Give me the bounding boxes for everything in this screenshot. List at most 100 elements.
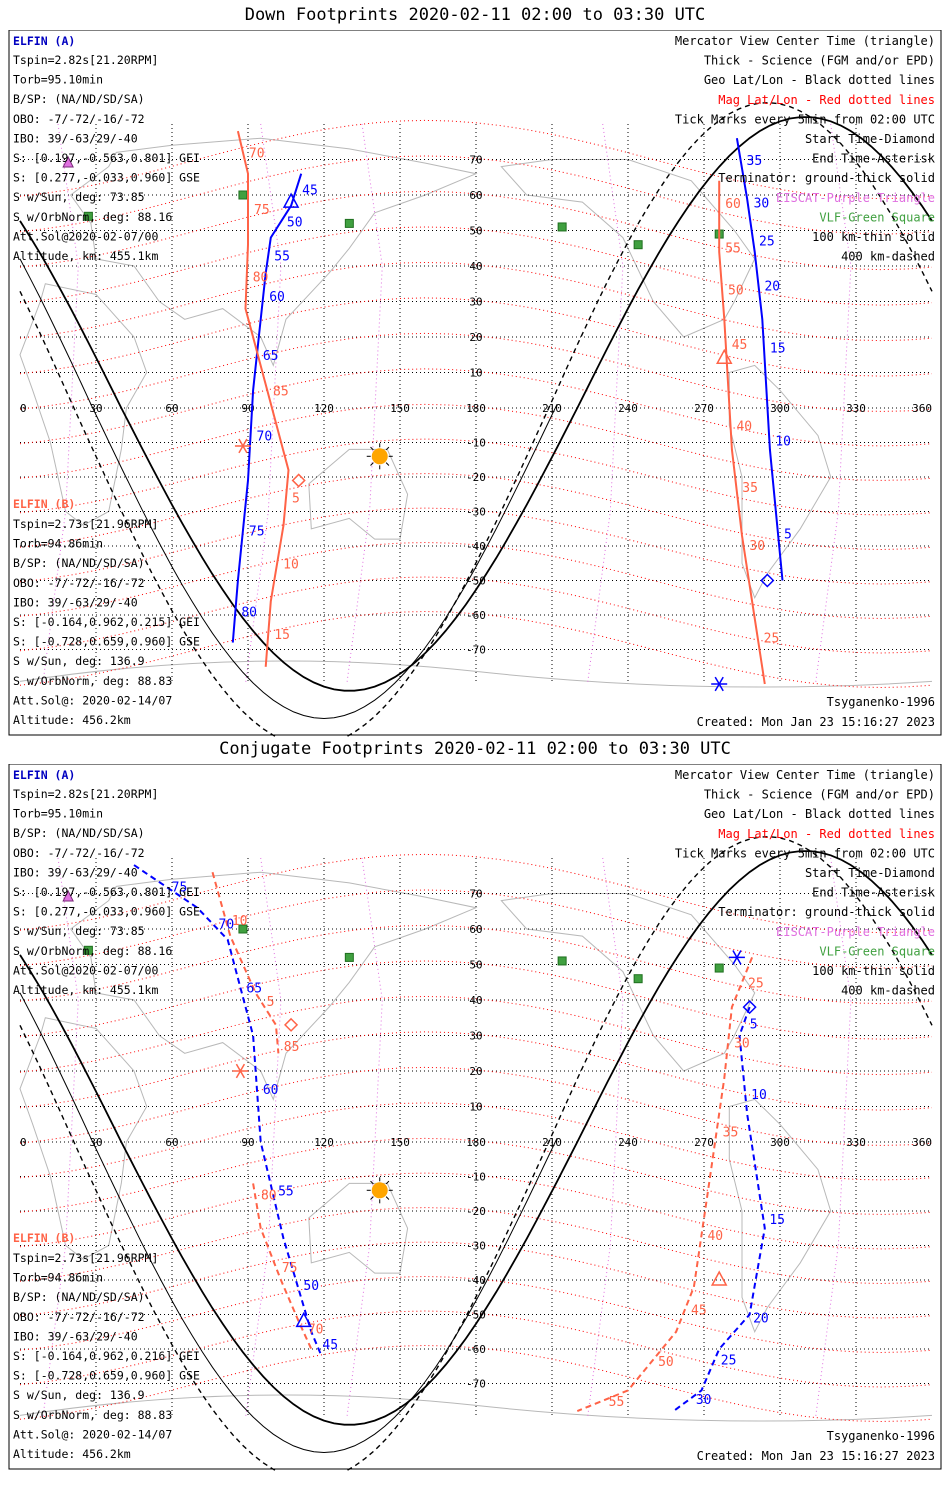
- axis-ticks: 0 30 60 90 120 150 180 210 240 270 300 330 360706050…: [20, 154, 932, 657]
- elfin-b-info-line: Altitude: 456.2km: [13, 1447, 131, 1461]
- lon-tick-label: 0: [20, 1136, 27, 1149]
- elfin-a-info-line: OBO: -7/-72/-16/-72: [13, 112, 145, 126]
- mag-meridian: [587, 123, 624, 685]
- lat-tick-label: 30: [469, 1030, 482, 1043]
- terminators: [19, 101, 933, 737]
- elfin-b-header: ELFIN (B): [13, 1231, 75, 1245]
- lon-tick-label: 0: [20, 402, 27, 415]
- lat-tick-label: -30: [466, 506, 486, 519]
- mag-parallel: [19, 995, 933, 1076]
- track-label-a: 80: [241, 606, 257, 621]
- track-label-b: 10: [232, 914, 248, 929]
- lon-tick-label: 240: [618, 1136, 638, 1149]
- mag-meridians: [42, 857, 852, 1419]
- lat-tick-label: -60: [466, 609, 486, 622]
- lat-tick-label: -20: [466, 1205, 486, 1218]
- track-label-b: 70: [249, 146, 265, 161]
- antarctica-coast: [19, 660, 933, 688]
- track-label-b: 80: [261, 1189, 277, 1204]
- mag-parallel: [19, 261, 933, 342]
- track-label-b: 40: [736, 419, 752, 434]
- lat-tick-label: 70: [469, 888, 482, 901]
- lat-tick-label: 20: [469, 331, 482, 344]
- lon-tick-label: 210: [542, 402, 562, 415]
- vlf-station-marker: [633, 974, 643, 984]
- elfin-a-info-line: Att.Sol@2020-02-07/00: [13, 963, 158, 977]
- elfin-a-info-line: S w/Sun, deg: 73.85: [13, 924, 145, 938]
- track-label-a: 55: [274, 249, 290, 264]
- lat-tick-label: 50: [469, 959, 482, 972]
- coastline-shape: [308, 1182, 409, 1274]
- footprint-track: [211, 871, 280, 1054]
- elfin-b-info: ELFIN (B) Tspin=2.73s[21.96RPM] Torb=94.86…: [13, 497, 200, 727]
- legend-entry: End Time-Asterisk: [812, 886, 936, 900]
- mag-meridian: [42, 857, 79, 1419]
- lat-tick-label: -40: [466, 540, 486, 553]
- mag-parallel: [19, 297, 933, 377]
- track-label-b: 25: [764, 632, 780, 647]
- legend-entry: Tick Marks every 5min from 02:00 UTC: [675, 846, 935, 860]
- lon-tick-label: 180: [466, 402, 486, 415]
- elfin-a-info-line: S w/Sun, deg: 73.85: [13, 190, 145, 204]
- model-label: Tsyganenko-1996: [827, 695, 935, 709]
- elfin-b-info-line: Tspin=2.73s[21.96RPM]: [13, 517, 158, 531]
- elfin-b-info-line: S: [-0.728,0.659,0.960] GSE: [13, 635, 200, 649]
- panel-title-down: Down Footprints 2020-02-11 02:00 to 03:3…: [244, 5, 706, 25]
- track-label-b: 25: [748, 976, 764, 991]
- lon-tick-label: 210: [542, 1136, 562, 1149]
- track-label-b: 75: [254, 203, 270, 218]
- track-label-a: 15: [770, 341, 786, 356]
- lat-tick-label: -60: [466, 1343, 486, 1356]
- sun-ray: [370, 462, 374, 466]
- track-label-b: 35: [742, 481, 758, 496]
- coastline-shape: [19, 283, 148, 526]
- elfin-b-info: ELFIN (B) Tspin=2.73s[21.96RPM] Torb=94.86…: [13, 1231, 200, 1461]
- elfin-b-info-line: S w/Sun, deg: 136.9: [13, 654, 145, 668]
- track-label-a: 65: [263, 349, 279, 364]
- elfin-b-info-line: Att.Sol@: 2020-02-14/07: [13, 1427, 172, 1441]
- track-label-a: 15: [769, 1213, 785, 1228]
- track-label-a: 30: [696, 1393, 712, 1408]
- lat-tick-label: 40: [469, 994, 482, 1007]
- track-label-a: 50: [303, 1279, 319, 1294]
- center-time-triangle: [282, 192, 300, 208]
- vlf-station-marker: [83, 945, 93, 955]
- track-label-b: 80: [253, 271, 269, 286]
- mag-meridian: [245, 857, 282, 1419]
- elfin-b-info-line: Tspin=2.73s[21.96RPM]: [13, 1251, 158, 1265]
- coastlines: [19, 871, 933, 1422]
- track-label-a: 60: [269, 290, 285, 305]
- legend-entry: Terminator: ground-thick solid: [718, 171, 935, 185]
- coastline-shape: [728, 364, 832, 600]
- elfin-b-info-line: S: [-0.164,0.962,0.216] GEI: [13, 1349, 200, 1363]
- mag-parallel: [19, 226, 933, 306]
- mag-parallel: [19, 960, 933, 1040]
- lat-tick-label: -10: [466, 1171, 486, 1184]
- mag-parallel: [19, 889, 933, 969]
- vlf-station-marker: [714, 963, 724, 973]
- legend-entry: Geo Lat/Lon - Black dotted lines: [704, 73, 935, 87]
- track-label-a: 70: [257, 430, 273, 445]
- elfin-a-info-line: S w/OrbNorm, deg: 88.16: [13, 944, 172, 958]
- track-label-b: 50: [658, 1355, 674, 1370]
- track-label-b: 15: [274, 628, 290, 643]
- elfin-b-info-line: Torb=94.86min: [13, 1271, 103, 1285]
- track-label-b: 70: [308, 1322, 324, 1337]
- elfin-b-info-line: S w/OrbNorm, deg: 88.83: [13, 674, 172, 688]
- mag-meridian: [346, 123, 383, 685]
- lon-tick-label: 60: [165, 402, 178, 415]
- elfin-a-info-line: Tspin=2.82s[21.20RPM]: [13, 53, 158, 67]
- elfin-a-info-line: Tspin=2.82s[21.20RPM]: [13, 787, 158, 801]
- end-time-asterisk: [235, 1063, 246, 1079]
- track-label-a: 10: [751, 1088, 767, 1103]
- geo-grid: [20, 124, 932, 684]
- track-label-a: 20: [753, 1311, 769, 1326]
- lon-tick-label: 270: [694, 402, 714, 415]
- track-label-a: 75: [172, 880, 188, 895]
- mag-meridian: [42, 123, 79, 685]
- elfin-a-info-line: B/SP: (NA/ND/SD/SA): [13, 826, 145, 840]
- legend-entry: EISCAT-Purple Triangle: [776, 925, 935, 939]
- sun-marker: [371, 1182, 388, 1199]
- track-label-a: 5: [784, 528, 792, 543]
- mag-meridian: [245, 123, 282, 685]
